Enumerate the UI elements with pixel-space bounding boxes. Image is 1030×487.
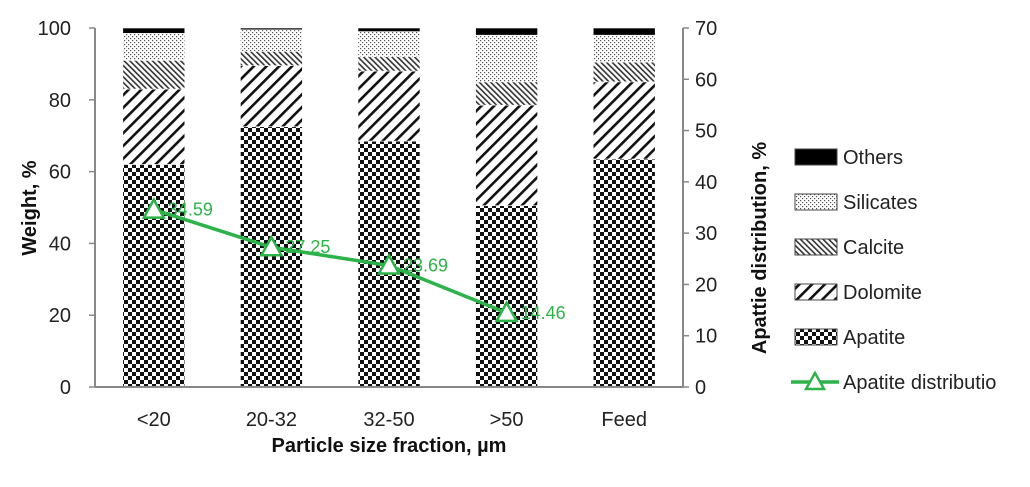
legend-marker-apatite-distribution [803,370,827,391]
bar-segment-calcite-2 [357,56,421,72]
left-tick-label: 100 [38,18,71,40]
legend-swatch-others [794,148,838,166]
right-tick-label: 0 [695,377,706,399]
right-tick-label: 30 [695,223,717,245]
bar-segment-others-0 [122,27,186,34]
x-tick-label: >50 [490,409,524,431]
apatite-distribution-marker [141,197,166,219]
legend-label-silicates: Silicates [843,192,917,214]
legend-label-apatite-distribution: Apatite distributio [843,372,996,394]
bar-segment-calcite-0 [122,60,186,90]
left-tick-label: 0 [60,377,71,399]
left-tick-label: 80 [49,90,71,112]
legend-swatch-dolomite [794,283,838,301]
bar-segment-silicates-0 [122,33,186,61]
apatite-distribution-marker [376,252,402,275]
bar-segment-silicates-3 [475,34,538,83]
bar-segment-dolomite-0 [122,88,186,165]
right-tick-label: 10 [695,326,717,348]
legend-label-apatite: Apatite [843,327,905,349]
apatite-distribution-line [153,207,508,315]
legend-swatch-calcite [794,238,838,256]
bar-segment-dolomite-2 [357,70,421,142]
right-tick-label: 60 [695,69,717,91]
bar-segment-silicates-4 [592,34,656,63]
right-tick-label: 70 [695,18,717,40]
y-axis-title: Weight, % [19,160,41,255]
x-axis-ticks: <20 20-32 32-50 >50 Feed [137,409,647,431]
legend-swatch-silicates [794,193,838,211]
left-tick-label: 40 [49,233,71,255]
right-tick-label: 50 [695,121,717,143]
x-tick-label: 20-32 [246,409,297,431]
bar-segment-dolomite-1 [240,65,303,128]
bar-segment-dolomite-3 [475,104,538,207]
bar-segment-calcite-4 [592,61,656,83]
x-tick-label: <20 [137,409,171,431]
legend-label-others: Others [843,147,903,169]
bar-segment-others-4 [592,27,656,36]
left-tick-label: 20 [49,305,71,327]
bar-segment-apatite-3 [475,205,538,388]
apatite-distribution-label: 23.69 [403,256,448,276]
apatite-distribution-marker [259,234,284,257]
bar-segment-silicates-1 [240,29,303,52]
x-tick-label: Feed [601,409,647,431]
x-tick-label: 32-50 [363,409,414,431]
bar-segment-calcite-3 [475,81,538,106]
right-axis-ticks: 0 10 20 30 40 50 60 70 [683,18,717,399]
bar-segment-dolomite-4 [592,81,656,160]
left-tick-label: 60 [49,162,71,184]
left-axis-ticks: 0 20 40 60 80 100 [38,18,95,399]
x-axis-title: Particle size fraction, µm [272,435,507,457]
legend: Others Silicates Calcite Dolomite Apatite Apa… [791,147,996,394]
legend-swatch-apatite [794,328,838,346]
y2-axis-title: Apattie distribution, % [749,142,771,354]
bar-segment-others-3 [475,27,538,36]
apatite-distribution-label: 34.59 [168,200,213,220]
right-tick-label: 20 [695,274,717,296]
apatite-distribution-label: 14.46 [521,303,566,323]
right-tick-label: 40 [695,172,717,194]
bars-layer [122,27,656,388]
bar-segment-others-2 [357,27,421,32]
bar-segment-others-1 [240,27,303,31]
bar-segment-apatite-4 [592,158,656,388]
legend-label-dolomite: Dolomite [843,282,922,304]
bar-segment-calcite-1 [240,51,303,66]
apatite-distribution-marker [494,300,519,323]
line-layer: 34.59 27.25 23.69 14.46 [141,197,566,323]
apatite-distribution-label: 27.25 [285,237,330,257]
legend-label-calcite: Calcite [843,237,904,259]
bar-segment-silicates-2 [357,31,421,58]
